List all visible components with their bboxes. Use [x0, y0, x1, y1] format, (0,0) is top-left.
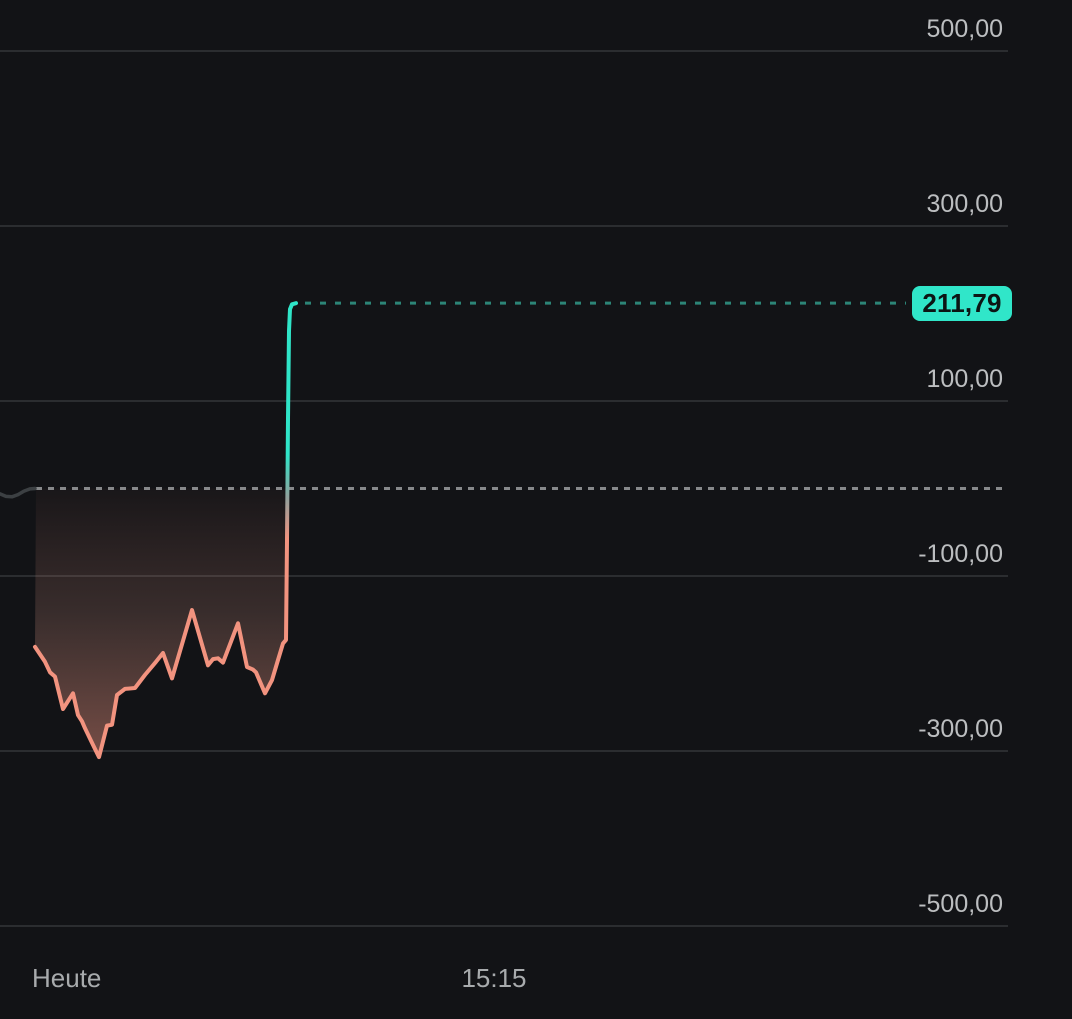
x-axis-label-time: 15:15	[461, 963, 527, 993]
x-axis-label-heute: Heute	[32, 963, 102, 993]
pnl-line	[33, 301, 298, 760]
series-lines	[0, 301, 298, 760]
reference-lines	[36, 301, 1007, 490]
area-fill	[35, 488, 288, 758]
pre-open-line	[0, 486, 37, 499]
pnl-area-fill	[35, 488, 288, 758]
current-price-badge: 211,79	[912, 286, 1012, 321]
